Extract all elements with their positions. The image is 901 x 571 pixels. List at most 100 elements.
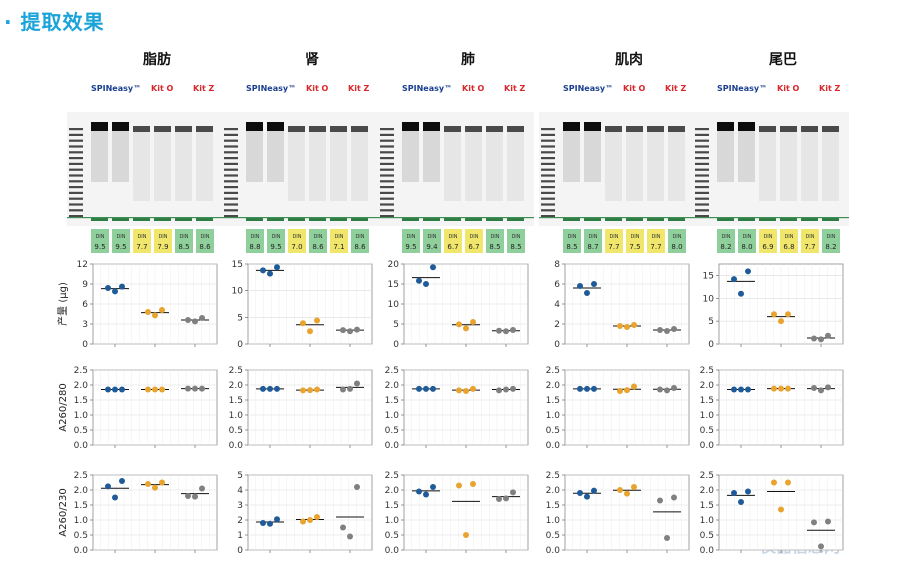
genomic-band bbox=[196, 126, 213, 132]
data-point bbox=[584, 290, 590, 296]
data-point bbox=[119, 386, 125, 393]
ladder-band bbox=[69, 180, 83, 183]
genomic-band bbox=[668, 126, 685, 132]
y-tick-label: 5 bbox=[708, 317, 714, 327]
data-point bbox=[825, 332, 831, 339]
data-point bbox=[510, 489, 516, 496]
y-tick-label: 6 bbox=[82, 300, 88, 310]
data-point bbox=[430, 484, 436, 490]
din-value: 8.5 bbox=[510, 243, 521, 251]
din-label: DIN bbox=[784, 234, 793, 240]
din-box bbox=[668, 229, 686, 253]
genomic-band bbox=[759, 126, 776, 132]
din-box bbox=[626, 229, 644, 253]
marker-band bbox=[563, 218, 580, 221]
brand-kit-o-label: Kit O bbox=[462, 84, 485, 93]
din-value: 7.5 bbox=[629, 243, 640, 251]
y-tick-label: 0.0 bbox=[229, 441, 244, 451]
y-tick-label: 0 bbox=[554, 340, 560, 350]
data-point bbox=[496, 496, 502, 502]
data-point bbox=[456, 482, 462, 489]
data-point bbox=[617, 323, 623, 329]
data-point bbox=[503, 495, 509, 502]
y-tick-label: 1.0 bbox=[74, 516, 89, 526]
marker-band bbox=[605, 218, 622, 221]
lane-smear bbox=[175, 126, 192, 201]
marker-band bbox=[780, 218, 797, 221]
lane-smear bbox=[822, 126, 839, 201]
data-point bbox=[314, 386, 320, 393]
marker-line bbox=[67, 217, 223, 219]
ladder-band bbox=[69, 197, 83, 200]
plot-1-5: 0 5 10 15 bbox=[703, 263, 844, 350]
din-label: DIN bbox=[742, 234, 751, 240]
y-tick-label: 2.5 bbox=[229, 366, 243, 376]
ladder-band bbox=[224, 215, 238, 218]
y-tick-label: 1.5 bbox=[546, 396, 560, 406]
brand-kit-z-label: Kit Z bbox=[193, 84, 215, 93]
genomic-band bbox=[822, 126, 839, 132]
din-value: 7.7 bbox=[136, 243, 147, 251]
ladder-band bbox=[695, 197, 709, 200]
y-tick-label: 4 bbox=[237, 486, 243, 496]
data-point bbox=[430, 385, 436, 392]
data-point bbox=[503, 328, 509, 335]
marker-band bbox=[668, 218, 685, 221]
din-label: DIN bbox=[511, 234, 520, 240]
din-label: DIN bbox=[250, 234, 259, 240]
brand-kit-z-label: Kit Z bbox=[665, 84, 687, 93]
data-point bbox=[771, 385, 777, 392]
data-point bbox=[300, 518, 306, 525]
y-tick-label: 15 bbox=[703, 271, 714, 281]
data-point bbox=[664, 328, 670, 334]
ladder-band bbox=[224, 174, 238, 177]
din-box bbox=[309, 229, 327, 253]
data-point bbox=[785, 385, 791, 392]
y-tick-label: 2.0 bbox=[385, 486, 400, 496]
genomic-band bbox=[154, 126, 171, 132]
lane-smear bbox=[486, 126, 503, 201]
genomic-band bbox=[563, 122, 580, 131]
y-tick-label: 2.5 bbox=[546, 471, 560, 481]
plot-3-5: 0.0 0.5 1.0 1.5 2.0 2.5 bbox=[700, 471, 844, 556]
data-point bbox=[416, 488, 422, 495]
ladder-band bbox=[695, 191, 709, 194]
data-point bbox=[731, 276, 737, 283]
data-point bbox=[105, 285, 111, 291]
ladder-band bbox=[541, 180, 555, 183]
lane-smear bbox=[738, 122, 755, 182]
ladder-band bbox=[380, 157, 394, 160]
y-tick-label: 8 bbox=[554, 260, 560, 270]
ladder-band bbox=[380, 191, 394, 194]
lane-smear bbox=[647, 126, 664, 201]
lane-smear bbox=[154, 126, 171, 201]
data-point bbox=[423, 491, 429, 498]
ladder-band bbox=[380, 209, 394, 212]
data-point bbox=[300, 320, 306, 327]
data-point bbox=[260, 520, 266, 526]
lane-smear bbox=[668, 126, 685, 201]
ladder-band bbox=[69, 215, 83, 218]
data-point bbox=[185, 493, 191, 499]
ladder-band bbox=[69, 174, 83, 177]
data-point bbox=[671, 326, 677, 332]
din-label: DIN bbox=[448, 234, 457, 240]
din-value: 8.5 bbox=[566, 243, 577, 251]
y-tick-label: 12 bbox=[77, 260, 88, 270]
lane-smear bbox=[563, 122, 580, 182]
din-box bbox=[780, 229, 798, 253]
data-point bbox=[463, 532, 469, 538]
data-point bbox=[260, 267, 266, 274]
marker-band bbox=[801, 218, 818, 221]
din-label: DIN bbox=[200, 234, 209, 240]
data-point bbox=[185, 385, 191, 392]
genomic-band bbox=[112, 122, 129, 131]
data-point bbox=[347, 533, 353, 540]
data-point bbox=[470, 385, 476, 392]
ladder-band bbox=[695, 180, 709, 183]
data-point bbox=[657, 497, 663, 504]
brand-spineasy-label: SPINeasy™ bbox=[563, 84, 613, 93]
y-tick-label: 2.5 bbox=[700, 471, 714, 481]
din-value: 8.0 bbox=[671, 243, 682, 251]
row-label-3: A260/230 bbox=[58, 488, 69, 536]
